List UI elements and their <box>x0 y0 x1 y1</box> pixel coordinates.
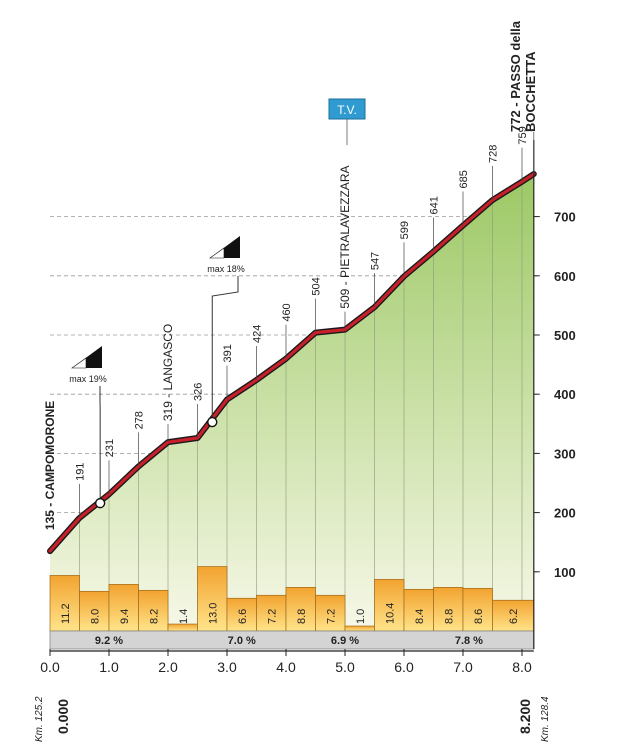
place-label: 509 - PIETRALAVEZZARA <box>338 166 352 309</box>
average-gradient-band: 9.2 % 7.0 % 6.9 % 7.8 % <box>49 630 535 650</box>
summit-label-line2: BOCCHETTA <box>523 51 538 132</box>
gradient-bar-label: 8.0 <box>89 609 101 624</box>
tv-badge: T.V. <box>328 98 366 120</box>
y-tick-label: 700 <box>554 210 576 225</box>
end-km-value: 8.200 <box>517 699 533 734</box>
gradient-bar-label: 8.8 <box>296 609 308 624</box>
end-km: 8.200 Km. 128.4 <box>517 696 551 742</box>
altitude-label: 424 <box>252 325 264 343</box>
gradient-bar-label: 9.4 <box>119 609 131 624</box>
start-km: Km. 125.2 0.000 <box>34 696 71 742</box>
place-label: 319 - LANGASCO <box>161 324 175 421</box>
gradient-bar <box>433 587 464 632</box>
gradient-bar <box>492 599 535 632</box>
y-tick-label: 300 <box>554 446 576 461</box>
y-tick-label: 200 <box>554 506 576 521</box>
max-gradient-point <box>207 416 218 428</box>
place-labels: 135 - CAMPOMORONE 319 - LANGASCO 509 - PIE… <box>43 119 535 530</box>
y-tick-label: 600 <box>554 269 576 284</box>
gradient-bar <box>197 566 228 632</box>
gradient-bar-label: 11.2 <box>60 603 72 624</box>
altitude-label: 326 <box>193 383 205 401</box>
x-tick-label: 3.0 <box>217 659 237 675</box>
start-km-prefix: Km. 125.2 <box>34 696 45 742</box>
max-gradient-label: max 18% <box>207 264 245 274</box>
gradient-bar <box>256 594 287 632</box>
tv-box <box>328 98 366 120</box>
gradient-bar <box>403 588 434 632</box>
max-gradient-markers: max 19% max 18% <box>69 236 245 509</box>
x-tick-label: 8.0 <box>512 659 532 675</box>
gradient-bar-label: 7.2 <box>325 609 337 624</box>
altitude-label: 685 <box>458 170 470 188</box>
gradient-bar <box>315 594 346 632</box>
gradient-bar-label: 10.4 <box>384 603 396 624</box>
gradient-bar <box>344 625 375 632</box>
summit-label: 772 - PASSO della BOCCHETTA <box>508 20 538 132</box>
profile-area <box>50 173 534 631</box>
tv-label: T.V. <box>337 103 357 117</box>
gradient-bar <box>138 589 169 632</box>
gradient-bar-label: 8.4 <box>414 609 426 624</box>
gradient-bar <box>167 623 198 632</box>
altitude-label: 191 <box>75 463 87 481</box>
altitude-label: 504 <box>311 277 323 295</box>
altitude-label: 231 <box>104 439 116 457</box>
altitude-label: 391 <box>222 344 234 362</box>
gradient-bar-label: 8.8 <box>443 609 455 624</box>
gradient-bar <box>374 579 405 632</box>
altitude-label: 278 <box>134 411 146 429</box>
average-gradient-label: 7.0 % <box>228 635 256 647</box>
axes: 100 200 300 400 500 600 700 0.0 1.0 2.0 3.0 4.0 5.0 6… <box>40 140 576 675</box>
x-tick-label: 5.0 <box>335 659 355 675</box>
y-tick-label: 400 <box>554 387 576 402</box>
gradient-bar <box>79 590 110 632</box>
average-gradient-label: 7.8 % <box>455 635 483 647</box>
y-tick-label: 500 <box>554 328 576 343</box>
gradient-bar-label: 8.2 <box>148 609 160 624</box>
gradient-bar <box>285 587 316 632</box>
altitude-label: 547 <box>370 252 382 270</box>
gradient-bar-label: 13.0 <box>207 603 219 624</box>
max-gradient-label: max 19% <box>69 374 107 384</box>
altitude-label: 460 <box>281 303 293 321</box>
profile-line <box>47 170 537 555</box>
average-gradient-label: 6.9 % <box>331 635 359 647</box>
gradient-bar-label: 6.6 <box>237 609 249 624</box>
altitude-labels: 191 231 278 326 391 424 460 504 547 599 641 685 728 7… <box>75 126 529 518</box>
x-tick-label: 7.0 <box>453 659 473 675</box>
gradient-bars: 11.2 8.0 9.4 8.2 1.4 13.0 6.6 7.2 8.8 7.2 1.0 10.4 8… <box>49 566 535 632</box>
end-km-prefix: Km. 128.4 <box>540 696 551 742</box>
max-gradient-icon-inner <box>209 247 225 259</box>
altitude-label: 728 <box>488 145 500 163</box>
gradient-bar-label: 1.0 <box>355 609 367 624</box>
x-tick-label: 1.0 <box>99 659 119 675</box>
summit-label-line1: 772 - PASSO della <box>508 20 523 132</box>
y-tick-label: 100 <box>554 565 576 580</box>
profile-fill <box>50 173 534 631</box>
max-marker-leader <box>211 276 239 423</box>
altitude-label: 641 <box>429 196 441 214</box>
gradient-bar-label: 1.4 <box>178 609 190 624</box>
altitude-label: 759 <box>517 126 529 144</box>
gradient-bar <box>108 584 139 632</box>
gradient-bar-label: 8.6 <box>473 609 485 624</box>
altitude-label: 599 <box>399 221 411 239</box>
gradient-bar <box>226 597 257 632</box>
max-gradient-icon-inner <box>71 357 87 369</box>
x-tick-label: 4.0 <box>276 659 296 675</box>
x-tick-label: 0.0 <box>40 659 60 675</box>
x-tick-label: 6.0 <box>394 659 414 675</box>
gradient-bar-label: 7.2 <box>266 609 278 624</box>
profile-line-core <box>48 172 536 553</box>
start-km-value: 0.000 <box>55 699 71 734</box>
max-gradient-point <box>94 497 106 509</box>
place-label: 135 - CAMPOMORONE <box>43 401 57 530</box>
x-tick-label: 2.0 <box>158 659 178 675</box>
gradient-bar-label: 6.2 <box>508 609 520 624</box>
average-gradient-label: 9.2 % <box>95 635 123 647</box>
